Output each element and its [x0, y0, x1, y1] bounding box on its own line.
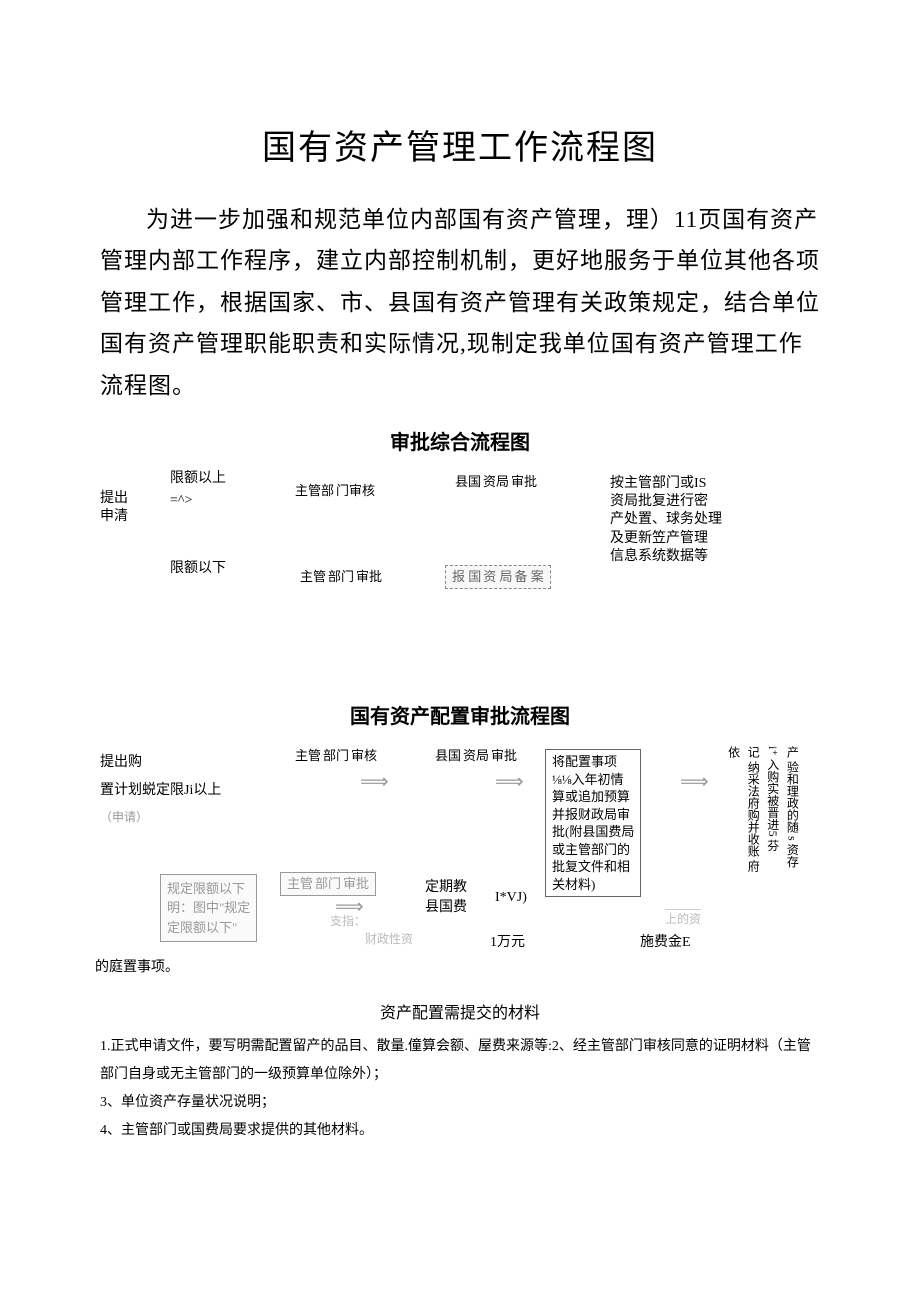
config-flow-diagram: 提出购 置计划蜕定限Ji以上 （申请） 主管 部门 审核 ⟹ 县国 资局 审批 …	[100, 754, 820, 994]
node-ivj: I*VJ)	[495, 889, 527, 907]
node-purchase-plan-b: 置计划蜕定限Ji以上	[100, 782, 221, 800]
node-result-2: 依 记 纳采法府购并收账 府 i⁺ 入购实被晋进5 芬 产 验和理政的随 s 资…	[725, 746, 799, 872]
subtitle-approval-flow: 审批综合流程图	[100, 426, 820, 455]
node-dept-approve-2: 主管 部门 审批	[287, 877, 369, 891]
materials-title: 资产配置需提交的材料	[100, 999, 820, 1023]
node-bureau-file: 报 国 资 局 备 案	[445, 565, 551, 589]
node-result: 按主管部门或IS 资局批复进行密 产处置、球务处理 及更新笠产管理 信息系统数据…	[610, 475, 722, 566]
node-config-budget: 将配置事项 ⅛⅛入年初情 算或追加预算 并报财政局审 批(附县国费局 或主管部门…	[545, 749, 641, 897]
node-dept-approve: 主管 部门 审批	[300, 570, 382, 584]
intro-paragraph: 为进一步加强和规范单位内部国有资产管理，理）11页国有资产管理内部工作程序，建立…	[100, 199, 820, 406]
node-below-limit-box: 规定限额以下 明：图中"规定 定限额以下"	[160, 874, 257, 943]
node-dept-review: 主管部 门审核	[295, 484, 375, 498]
node-submit: 提出 申清	[100, 490, 128, 526]
node-purchase-plan-c: （申请）	[100, 810, 148, 826]
node-periodic-b: 县国费	[425, 899, 467, 917]
node-bureau-approve-2: 县国 资局 审批	[435, 749, 517, 763]
arrow-icon: ⟹	[680, 769, 707, 794]
node-above-limit: 限额以上	[170, 470, 226, 488]
subtitle-config-flow: 国有资产配置审批流程图	[100, 700, 820, 729]
node-purchase-plan-a: 提出购	[100, 754, 142, 772]
node-arrow-sym: =^>	[170, 492, 192, 510]
approval-flow-diagram: 提出 申清 限额以上 =^> 限额以下 主管部 门审核 主管 部门 审批 县国 …	[100, 470, 820, 650]
node-faded-label: 上的资	[665, 909, 701, 928]
node-periodic-a: 定期教	[425, 879, 467, 897]
node-fee: 施费金E	[640, 934, 691, 952]
arrow-icon: ⟹	[495, 769, 522, 794]
arrow-icon: ⟹	[360, 769, 387, 794]
node-mid1: 支指：	[330, 914, 366, 930]
material-item-1: 1.正式申请文件，要写明需配置留产的品目、散量.僮算会额、屋费来源等:2、经主管…	[100, 1033, 820, 1089]
material-item-3: 3、单位资产存量状况说明；	[100, 1089, 820, 1117]
node-1wan: 1万元	[490, 934, 525, 952]
node-bureau-approve: 县国 资局 审批	[455, 475, 537, 489]
materials-list: 1.正式申请文件，要写明需配置留产的品目、散量.僮算会额、屋费来源等:2、经主管…	[100, 1033, 820, 1145]
node-mid2: 财政性资	[365, 932, 413, 948]
main-title: 国有资产管理工作流程图	[100, 120, 820, 169]
node-dept-review-2: 主管 部门 审核	[295, 749, 377, 763]
node-tail: 的庭置事项。	[95, 959, 179, 977]
material-item-4: 4、主管部门或国费局要求提供的其他材料。	[100, 1117, 820, 1145]
node-below-limit: 限额以下	[170, 560, 226, 578]
